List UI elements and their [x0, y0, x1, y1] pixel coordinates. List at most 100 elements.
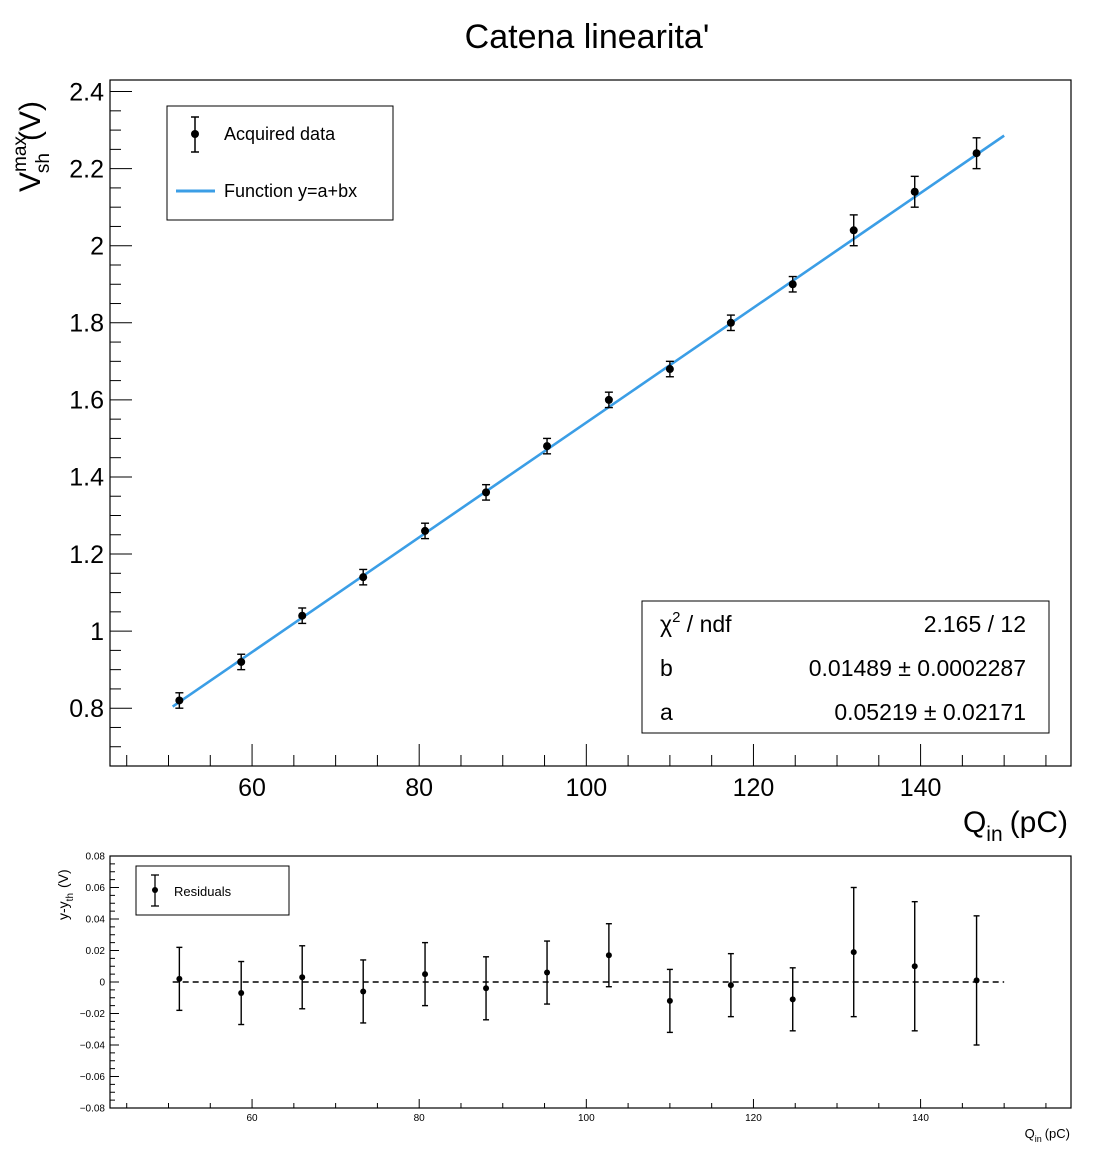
data-point: [972, 137, 981, 170]
marker: [910, 187, 919, 196]
data-point: [727, 952, 734, 1018]
residuals-y-axis-label: y-yth (V): [55, 869, 76, 920]
marker: [176, 975, 183, 982]
data-point: [299, 945, 306, 1010]
y-tick-label: −0.08: [80, 1104, 106, 1115]
marker: [604, 395, 613, 404]
data-point: [544, 940, 551, 1005]
data-point: [543, 437, 552, 455]
x-axis: 60 80 100 120 140: [126, 744, 1047, 802]
stats-value-chi2: 2.165 / 12: [924, 611, 1026, 637]
marker: [789, 996, 796, 1003]
y-axis-label-unit: (V): [14, 101, 47, 141]
fit-line: [171, 134, 1005, 708]
x-tick-label: 140: [900, 774, 942, 802]
marker: [849, 226, 858, 235]
data-point: [666, 968, 673, 1034]
stats-value-b: 0.01489 ± 0.0002287: [809, 655, 1026, 681]
x-axis-label-main: Q: [963, 806, 986, 839]
data-point: [911, 900, 918, 1032]
chart-title: Catena linearita': [465, 18, 710, 56]
marker: [605, 952, 612, 959]
main-chart: Catena linearita' 60 80 100 120 140 0.8 1 1.2 1…: [10, 18, 1072, 846]
data-point: [726, 314, 735, 332]
y-tick-label: −0.02: [80, 1009, 106, 1020]
marker: [483, 985, 490, 992]
marker: [911, 963, 918, 970]
y-tick-label: 1.8: [69, 310, 104, 338]
marker: [360, 988, 367, 995]
data-point: [850, 886, 857, 1018]
stats-label-a: a: [660, 699, 673, 725]
y-tick-label: 0.02: [86, 946, 106, 957]
y-axis-label-sub: sh: [33, 153, 54, 173]
x-tick-label: 120: [745, 1113, 762, 1124]
marker: [726, 318, 735, 327]
residuals-y-label-main: y-y: [55, 901, 71, 920]
residual-points: [176, 886, 980, 1046]
residuals-y-axis: −0.08 −0.06 −0.04 −0.02 0 0.02 0.04 0.06 0.08: [80, 852, 119, 1115]
legend-box: [166, 105, 394, 221]
x-tick-label: 120: [733, 774, 775, 802]
marker: [972, 149, 981, 158]
data-point: [422, 941, 429, 1007]
residuals-x-label-unit: (pC): [1045, 1126, 1070, 1141]
data-point: [483, 956, 490, 1021]
stats-value-a: 0.05219 ± 0.02171: [834, 699, 1026, 725]
residuals-legend: Residuals: [135, 865, 290, 916]
marker: [175, 696, 184, 705]
y-tick-label: 0: [99, 978, 105, 989]
x-axis-label: Qin (pC): [963, 806, 1068, 846]
x-tick-label: 60: [238, 774, 266, 802]
data-point: [789, 967, 796, 1032]
stats-label-chi2: χ2 / ndf: [660, 609, 732, 637]
y-axis: 0.8 1 1.2 1.4 1.6 1.8 2 2.2 2.4: [69, 78, 132, 767]
stats-box-frame: [641, 600, 1050, 734]
y-tick-label: 0.8: [69, 695, 104, 723]
data-point: [359, 568, 368, 586]
data-point: [421, 522, 430, 540]
data-point: [360, 959, 367, 1024]
stats-chi-symbol: χ: [660, 611, 672, 637]
stats-chi-sup: 2: [672, 609, 680, 626]
y-axis-label-main: V: [14, 172, 47, 192]
marker: [973, 977, 980, 984]
x-tick-label: 60: [246, 1113, 258, 1124]
marker: [665, 365, 674, 374]
y-axis-label: Vmax sh (V): [10, 101, 54, 192]
y-tick-label: 1.6: [69, 387, 104, 415]
legend-marker-point: [191, 130, 199, 138]
data-point: [849, 214, 858, 247]
marker: [544, 969, 551, 976]
data-point: [604, 391, 613, 409]
residuals-y-label-sub: th: [65, 893, 76, 901]
data-point: [176, 946, 183, 1012]
marker: [238, 990, 245, 997]
residuals-legend-label: Residuals: [174, 884, 232, 899]
x-tick-label: 80: [405, 774, 433, 802]
data-points: [175, 137, 981, 709]
marker: [422, 971, 429, 978]
legend: Acquired data Function y=a+bx: [166, 105, 394, 221]
marker: [666, 997, 673, 1004]
y-tick-label: −0.06: [80, 1072, 106, 1083]
residuals-chart: 60 80 100 120 140 −0.08 −0.06 −0.04 −0.02 0 0.02 0…: [55, 852, 1072, 1144]
data-point: [482, 483, 491, 501]
residuals-legend-box: [135, 865, 290, 916]
y-tick-label: 2: [90, 232, 104, 260]
y-tick-label: 0.06: [86, 883, 106, 894]
data-point: [175, 692, 184, 709]
marker: [788, 280, 797, 289]
stats-label-b: b: [660, 655, 673, 681]
x-tick-label: 80: [414, 1113, 426, 1124]
y-tick-label: 1.4: [69, 464, 104, 492]
data-point: [238, 960, 245, 1026]
y-tick-label: −0.04: [80, 1041, 106, 1052]
marker: [482, 488, 491, 497]
marker: [850, 949, 857, 956]
marker: [237, 657, 246, 666]
y-tick-label: 2.2: [69, 155, 104, 183]
residuals-x-label-main: Q: [1025, 1126, 1035, 1141]
data-point: [298, 607, 307, 625]
